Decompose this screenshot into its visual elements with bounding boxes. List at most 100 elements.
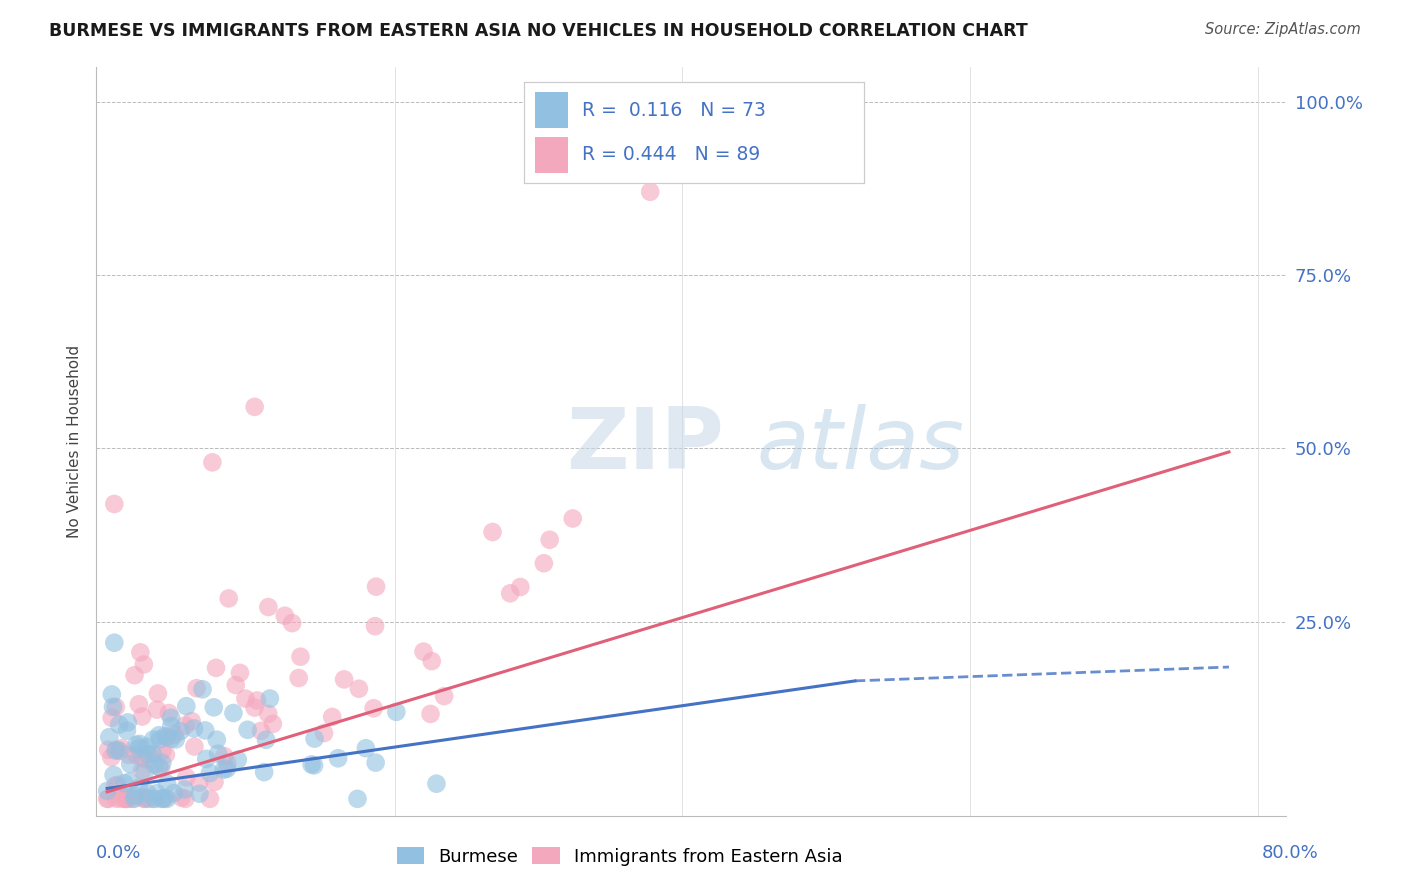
Point xyxy=(257,706,280,721)
Point xyxy=(143,792,166,806)
Point xyxy=(533,556,555,570)
Point xyxy=(122,792,145,806)
Point xyxy=(150,792,173,806)
Point xyxy=(118,774,141,789)
Point xyxy=(225,678,247,692)
Point xyxy=(115,792,138,806)
Point xyxy=(128,697,150,711)
Point xyxy=(180,714,202,728)
Point xyxy=(97,792,120,806)
Point xyxy=(142,747,165,762)
Point xyxy=(128,780,150,795)
Point xyxy=(146,786,169,800)
Point xyxy=(160,719,183,733)
Point xyxy=(262,716,284,731)
Point xyxy=(138,792,160,806)
Point xyxy=(243,400,266,414)
Point xyxy=(302,758,325,772)
Point xyxy=(235,691,257,706)
Point xyxy=(364,580,387,594)
Point xyxy=(149,761,172,775)
Point xyxy=(121,792,143,806)
Point xyxy=(117,747,139,762)
Point xyxy=(114,792,136,806)
Point xyxy=(176,770,198,784)
Point xyxy=(304,731,326,746)
Point xyxy=(186,681,208,696)
Point xyxy=(108,744,131,758)
Point xyxy=(152,792,174,806)
Point xyxy=(104,743,127,757)
Point xyxy=(183,739,205,754)
Legend: Burmese, Immigrants from Eastern Asia: Burmese, Immigrants from Eastern Asia xyxy=(389,840,849,873)
Point xyxy=(104,779,127,793)
Point xyxy=(198,766,221,780)
Text: ZIP: ZIP xyxy=(567,404,724,487)
Point xyxy=(160,731,183,746)
Point xyxy=(120,757,142,772)
Point xyxy=(135,747,157,761)
Text: BURMESE VS IMMIGRANTS FROM EASTERN ASIA NO VEHICLES IN HOUSEHOLD CORRELATION CHA: BURMESE VS IMMIGRANTS FROM EASTERN ASIA … xyxy=(49,22,1028,40)
Point xyxy=(110,792,132,806)
Point xyxy=(205,732,228,747)
Point xyxy=(134,792,156,806)
Point xyxy=(105,791,128,805)
Point xyxy=(146,703,169,717)
Point xyxy=(222,706,245,720)
Point xyxy=(163,728,186,742)
Point xyxy=(156,776,179,790)
Text: Source: ZipAtlas.com: Source: ZipAtlas.com xyxy=(1205,22,1361,37)
Point xyxy=(148,728,170,742)
Point xyxy=(128,741,150,756)
Point xyxy=(125,748,148,763)
Point xyxy=(165,732,187,747)
Point xyxy=(132,657,155,672)
Point xyxy=(354,741,377,756)
Point xyxy=(425,777,447,791)
Point xyxy=(108,717,131,731)
Text: 80.0%: 80.0% xyxy=(1263,844,1319,862)
Point xyxy=(105,778,128,792)
Point xyxy=(215,762,238,776)
Point xyxy=(364,756,387,770)
Point xyxy=(176,699,198,714)
Point xyxy=(259,691,281,706)
Point xyxy=(103,636,125,650)
Point xyxy=(347,681,370,696)
Point xyxy=(174,718,197,732)
Point xyxy=(326,751,349,765)
Point xyxy=(385,705,408,719)
Point xyxy=(104,700,127,714)
Point xyxy=(173,782,195,797)
Point xyxy=(290,649,312,664)
Point xyxy=(346,792,368,806)
Point xyxy=(183,722,205,736)
Point xyxy=(115,723,138,738)
Point xyxy=(142,792,165,806)
Point xyxy=(538,533,561,547)
Point xyxy=(124,668,146,682)
Point xyxy=(124,789,146,803)
Point xyxy=(243,700,266,714)
Point xyxy=(499,586,522,600)
Point xyxy=(117,792,139,806)
Point xyxy=(128,737,150,751)
Point xyxy=(236,723,259,737)
Point xyxy=(146,686,169,700)
Point xyxy=(132,789,155,804)
Point xyxy=(150,756,173,770)
Point xyxy=(153,791,176,805)
Point xyxy=(420,654,443,668)
Point xyxy=(97,743,120,757)
Point xyxy=(155,729,177,743)
Point xyxy=(274,608,297,623)
Point xyxy=(301,757,323,772)
Point xyxy=(98,730,121,744)
Point xyxy=(202,700,225,714)
Point xyxy=(287,671,309,685)
Point xyxy=(254,732,277,747)
Point xyxy=(201,455,224,469)
Point xyxy=(134,752,156,766)
Point xyxy=(103,497,125,511)
Point xyxy=(229,665,252,680)
